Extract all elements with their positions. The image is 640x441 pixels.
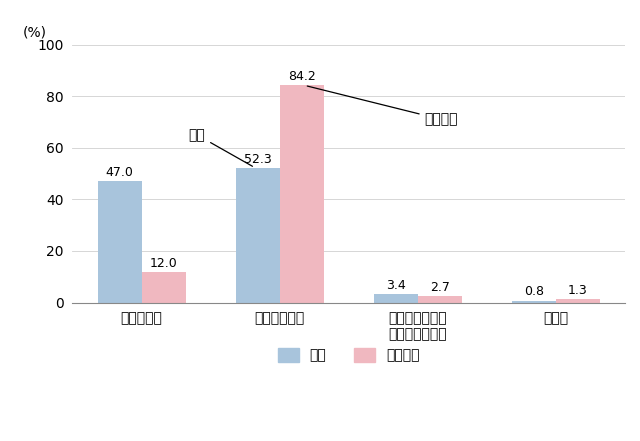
Text: 47.0: 47.0: [106, 166, 134, 179]
Bar: [280, 86, 324, 303]
Text: 2.7: 2.7: [430, 280, 450, 294]
Text: 0.8: 0.8: [524, 285, 543, 299]
Text: 全体: 全体: [189, 128, 252, 166]
Text: 単独世帯: 単独世帯: [307, 86, 458, 127]
Bar: [418, 295, 462, 303]
Text: 1.3: 1.3: [568, 284, 588, 297]
Text: (%): (%): [22, 26, 47, 39]
Bar: [374, 294, 418, 303]
Text: 12.0: 12.0: [150, 257, 178, 269]
Bar: [141, 272, 186, 303]
Legend: 全体, 単独世帯: 全体, 単独世帯: [272, 342, 425, 368]
Bar: [97, 181, 141, 303]
Bar: [236, 168, 280, 303]
Text: 52.3: 52.3: [244, 153, 271, 166]
Bar: [556, 299, 600, 303]
Bar: [511, 300, 556, 303]
Text: 3.4: 3.4: [386, 279, 406, 292]
Text: 84.2: 84.2: [288, 70, 316, 83]
